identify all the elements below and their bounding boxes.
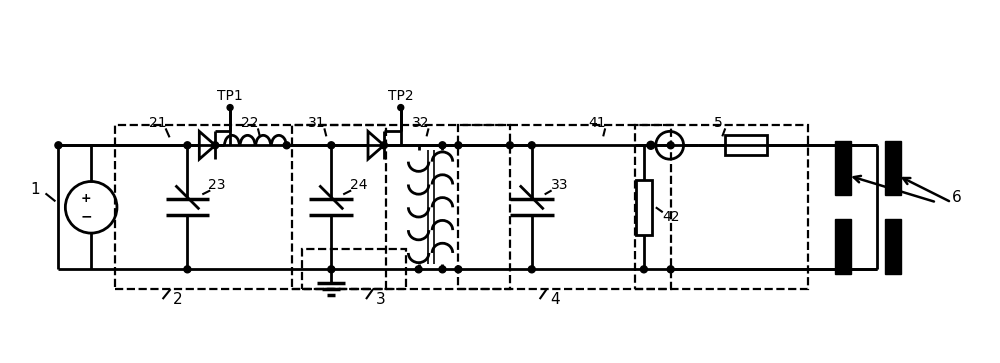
Circle shape [528,266,535,273]
Text: 6: 6 [952,190,961,205]
Circle shape [640,266,647,273]
Circle shape [889,266,896,273]
Circle shape [506,142,513,149]
Circle shape [55,142,62,149]
Text: 23: 23 [208,179,226,192]
Circle shape [647,141,655,149]
Bar [458,126,671,289]
Circle shape [227,105,233,111]
Bar [885,219,901,274]
Bar [635,126,808,289]
Circle shape [398,105,404,111]
Circle shape [328,266,335,273]
Text: 32: 32 [412,117,429,130]
Circle shape [455,266,462,273]
Bar [636,180,652,235]
Text: −: − [80,209,92,223]
Text: 21: 21 [149,117,166,130]
Text: 33: 33 [551,179,568,192]
Bar [885,141,901,195]
Circle shape [283,142,290,149]
Circle shape [889,142,896,149]
Circle shape [328,142,335,149]
Bar [835,141,851,195]
Text: TP2: TP2 [388,89,414,103]
Circle shape [184,142,191,149]
Bar [292,126,510,289]
Circle shape [380,142,387,149]
Text: TP1: TP1 [217,89,243,103]
Circle shape [667,142,674,149]
Circle shape [415,266,422,273]
Bar [302,249,406,289]
Circle shape [840,142,847,149]
Circle shape [667,266,674,273]
Bar [115,126,386,289]
Text: 24: 24 [350,179,368,192]
Text: 1: 1 [31,182,40,197]
Text: 31: 31 [308,117,325,130]
Text: 42: 42 [662,210,679,224]
Circle shape [528,142,535,149]
Circle shape [212,142,219,149]
Circle shape [840,266,847,273]
Bar [725,135,767,155]
Circle shape [439,266,446,273]
Bar [835,219,851,274]
Circle shape [455,142,462,149]
Text: 4: 4 [550,291,559,307]
Circle shape [439,142,446,149]
Text: 2: 2 [173,291,182,307]
Text: +: + [81,192,92,205]
Text: 5: 5 [714,117,723,130]
Text: 41: 41 [588,117,606,130]
Circle shape [184,266,191,273]
Text: 3: 3 [376,291,386,307]
Text: 22: 22 [241,117,259,130]
